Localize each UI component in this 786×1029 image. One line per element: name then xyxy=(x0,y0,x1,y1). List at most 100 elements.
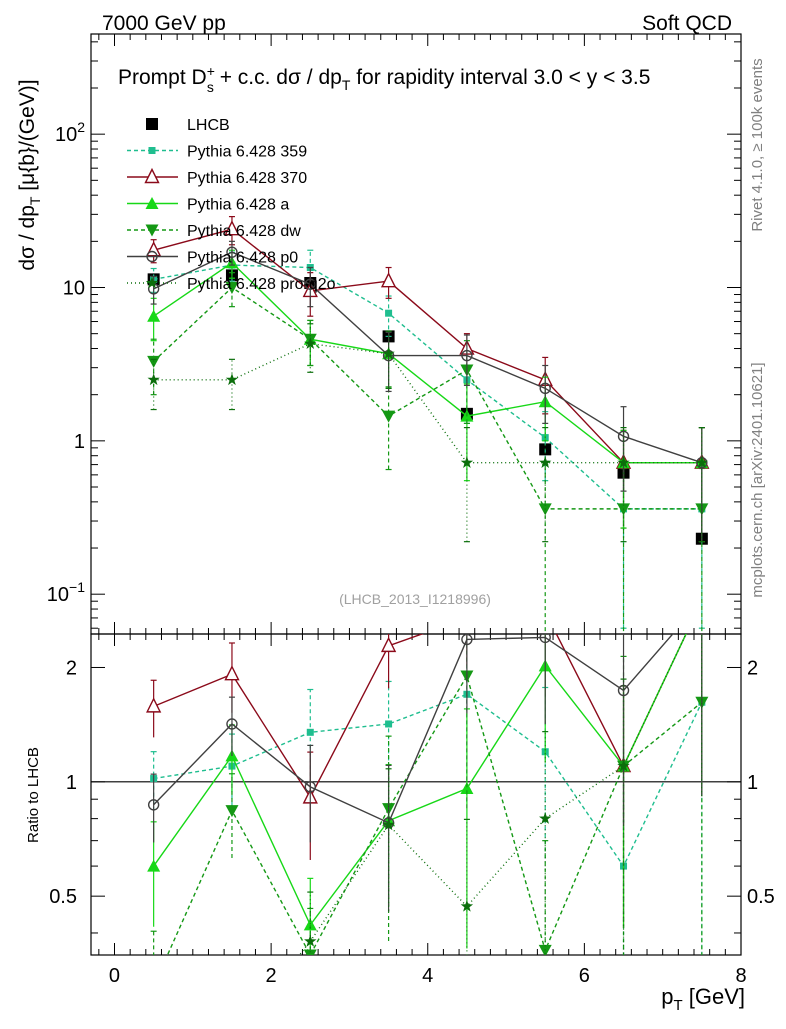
data-point xyxy=(226,246,238,258)
y-tick-label: 10−1 xyxy=(47,579,85,606)
series-line xyxy=(153,286,702,510)
x-axis-label: pT [GeV] xyxy=(661,984,745,1014)
ratio-point xyxy=(303,949,317,955)
ratio-point xyxy=(382,818,395,831)
data-point xyxy=(385,309,393,317)
data-point xyxy=(225,282,239,295)
ratio-point xyxy=(460,782,474,795)
ratio-point xyxy=(460,899,474,912)
series-line xyxy=(153,228,702,464)
legend-marker xyxy=(145,224,159,237)
ratio-point xyxy=(146,697,162,713)
legend-label: Pythia 6.428 359 xyxy=(187,144,307,161)
legend-entry: Pythia 6.428 p0 xyxy=(127,250,298,267)
x-tick-label: 0 xyxy=(109,965,120,987)
data-point xyxy=(461,349,473,362)
legend-label: Pythia 6.428 p0 xyxy=(187,250,298,267)
ratio-line xyxy=(153,634,687,799)
data-point xyxy=(695,456,708,468)
legend-entry: Pythia 6.428 pro-q2o xyxy=(127,276,336,293)
legend-entry: LHCB xyxy=(146,117,230,134)
main-plot-title: Prompt D+ s + c.c. dσ / dpT for rapidity … xyxy=(118,63,650,95)
legend-marker xyxy=(146,118,158,130)
data-point xyxy=(380,272,397,288)
ratio-line xyxy=(298,634,687,955)
data-point xyxy=(147,355,161,368)
series-line xyxy=(153,264,702,510)
ratio-point xyxy=(224,665,240,681)
ratio-point xyxy=(304,781,316,793)
series-line xyxy=(153,261,702,464)
ratio-point xyxy=(461,634,473,646)
energy-label: 7000 GeV pp xyxy=(102,12,226,35)
ratio-point xyxy=(380,636,397,653)
series-pythia-6-428-pro-q2o xyxy=(147,323,708,543)
process-label: Soft QCD xyxy=(642,12,732,35)
rivet-version-label: Rivet 4.1.0, ≥ 100k events xyxy=(749,58,766,231)
ratio-point xyxy=(617,759,630,772)
legend-entry: Pythia 6.428 359 xyxy=(127,144,307,161)
ratio-point xyxy=(147,799,160,811)
legend-marker xyxy=(144,167,160,184)
x-tick-label: 6 xyxy=(579,965,590,987)
data-point xyxy=(382,347,395,359)
ratio-y-tick-label: 2 xyxy=(66,657,77,679)
mcplots-credit-label: mcplots.cern.ch [arXiv:2401.10621] xyxy=(749,362,766,597)
legend-entry: Pythia 6.428 a xyxy=(127,197,289,214)
ratio-y-tick-label: 1 xyxy=(66,772,77,794)
legend-label: Pythia 6.428 370 xyxy=(187,170,307,187)
legend-label: Pythia 6.428 pro-q2o xyxy=(187,276,336,293)
ratio-series-pythia-6-428-p0 xyxy=(147,634,703,912)
legend-entry: Pythia 6.428 370 xyxy=(127,167,307,187)
data-point xyxy=(539,382,551,395)
ratio-line xyxy=(153,634,687,927)
ratio-point xyxy=(303,918,317,931)
ratio-series-pythia-6-428-pro-q2o xyxy=(298,634,703,955)
legend-label: LHCB xyxy=(187,117,230,134)
ratio-point xyxy=(304,934,317,947)
ratio-y-axis-label: Ratio to LHCB xyxy=(25,747,42,843)
data-point xyxy=(539,456,552,468)
data-point xyxy=(382,410,396,423)
ratio-y-tick-label: 0.5 xyxy=(747,886,775,908)
x-tick-label: 4 xyxy=(422,965,433,987)
analysis-id-watermark: (LHCB_2013_I1218996) xyxy=(339,591,491,607)
legend-marker xyxy=(146,250,158,263)
series-line xyxy=(153,251,703,464)
y-tick-label: 102 xyxy=(55,119,85,146)
series-line xyxy=(153,342,702,464)
legend-entry: Pythia 6.428 dw xyxy=(127,223,301,240)
ratio-point xyxy=(539,812,552,824)
series-pythia-6-428-p0 xyxy=(147,240,708,543)
y-tick-label: 1 xyxy=(74,431,85,453)
ratio-point xyxy=(385,720,393,728)
ratio-y-tick-label: 1 xyxy=(747,772,758,794)
data-point xyxy=(147,373,160,386)
y-tick-label: 10 xyxy=(63,278,85,300)
legend-label: Pythia 6.428 a xyxy=(187,197,289,214)
ratio-line xyxy=(153,634,674,824)
ratio-point xyxy=(147,859,161,872)
data-point xyxy=(460,456,474,468)
ratio-plot-frame xyxy=(90,633,742,956)
legend-label: Pythia 6.428 dw xyxy=(187,223,301,240)
legend-marker xyxy=(145,276,159,289)
data-point xyxy=(304,337,317,349)
ratio-point xyxy=(226,718,238,730)
legend-marker xyxy=(145,197,159,209)
data-point xyxy=(225,373,239,386)
ratio-point xyxy=(539,634,551,644)
ratio-point xyxy=(306,728,314,736)
ratio-y-tick-label: 0.5 xyxy=(49,886,77,908)
data-point xyxy=(224,220,240,236)
ratio-point xyxy=(225,805,239,818)
data-point xyxy=(617,456,630,468)
data-point xyxy=(147,309,161,322)
data-point xyxy=(304,278,316,290)
ratio-line xyxy=(153,693,703,868)
legend-marker xyxy=(148,147,156,154)
ratio-line xyxy=(166,674,703,955)
ratio-y-tick-label: 2 xyxy=(747,657,758,679)
x-tick-label: 2 xyxy=(266,965,277,987)
